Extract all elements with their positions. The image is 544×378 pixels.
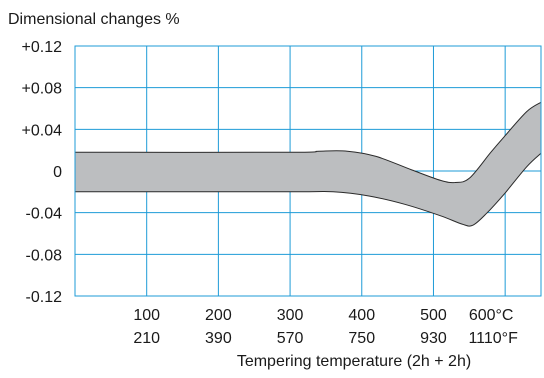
x-tick-label-fahrenheit: 570 [277, 330, 304, 347]
y-tick-label: -0.04 [26, 206, 63, 223]
x-tick-label-fahrenheit: 750 [348, 330, 375, 347]
x-tick-label-celsius: 600°C [469, 307, 514, 324]
band-lower-edge [75, 152, 542, 227]
y-tick-labels: +0.12 +0.08 +0.04 0 -0.04 -0.08 -0.12 [22, 39, 63, 306]
x-tick-label-celsius: 100 [133, 307, 160, 324]
x-tick-label-fahrenheit: 1110°F [468, 330, 518, 347]
tolerance-band-layer [74, 101, 542, 227]
x-tick-label-celsius: 500 [420, 307, 447, 324]
chart-title: Dimensional changes % [8, 11, 180, 28]
y-tick-label: -0.08 [26, 247, 63, 264]
y-tick-label: +0.04 [22, 122, 63, 139]
y-tick-label: 0 [53, 164, 62, 181]
x-tick-label-fahrenheit: 390 [205, 330, 232, 347]
y-tick-label: -0.12 [26, 289, 63, 306]
y-tick-label: +0.08 [22, 81, 63, 98]
x-tick-label-fahrenheit: 930 [420, 330, 447, 347]
x-tick-label-celsius: 200 [205, 307, 232, 324]
x-tick-label-fahrenheit: 210 [133, 330, 160, 347]
x-tick-label-celsius: 300 [277, 307, 304, 324]
x-tick-label-celsius: 400 [348, 307, 375, 324]
band-upper-edge [74, 101, 542, 184]
y-tick-label: +0.12 [22, 39, 63, 56]
x-axis-label: Tempering temperature (2h + 2h) [237, 353, 471, 370]
tolerance-band [75, 102, 541, 227]
plot-frame [74, 45, 542, 297]
x-tick-labels: 100 200 300 400 500 600°C 210 390 570 750 930 1110°… [133, 307, 518, 347]
